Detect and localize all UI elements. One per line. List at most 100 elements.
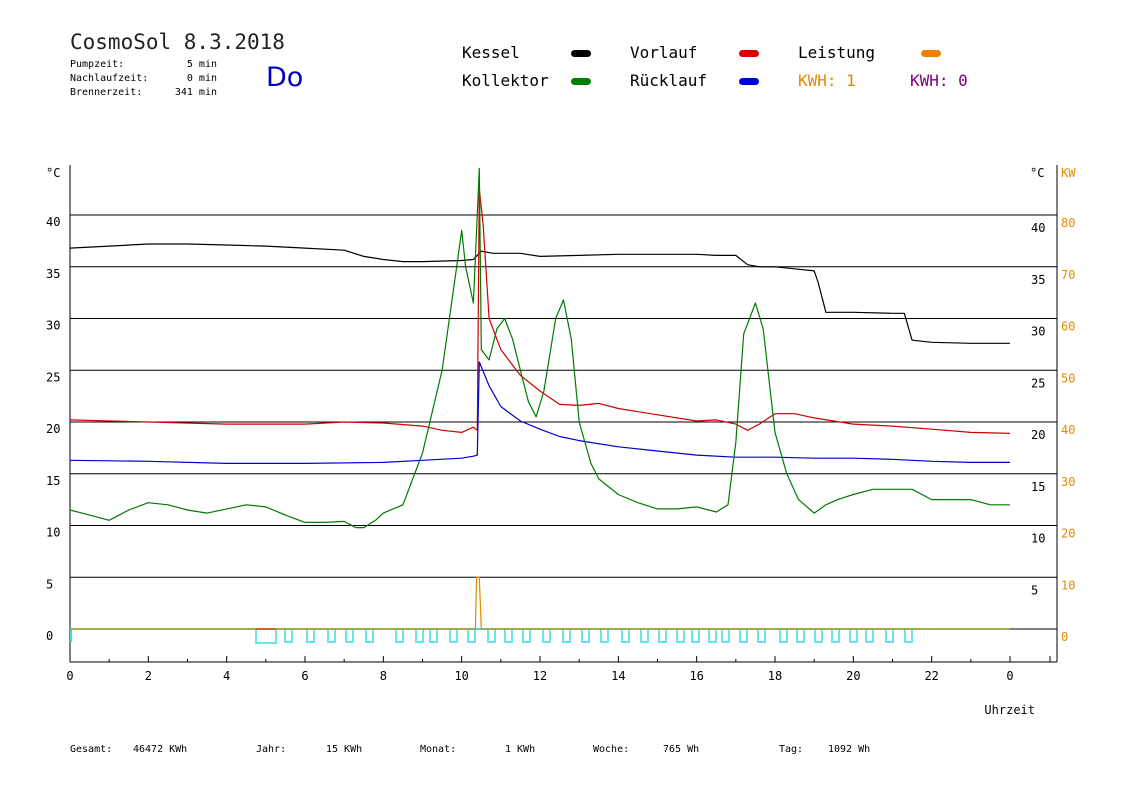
pump-state-pulse <box>365 628 374 643</box>
footer-tag-label: Tag: <box>779 744 804 755</box>
pump-state-pulse <box>581 628 590 643</box>
pump-state-pulse <box>487 628 496 643</box>
footer-gesamt-label: Gesamt: <box>70 744 113 755</box>
pump-state-pulse <box>467 628 476 643</box>
stat-nachlaufzeit-value: 0 min <box>186 73 217 84</box>
pump-state-pulse <box>739 628 748 643</box>
y-tick-label-right-power: 70 <box>1061 268 1075 282</box>
legend-kwh-1: KWH: 1 <box>798 71 856 90</box>
legend-kwh-0: KWH: 0 <box>910 71 968 90</box>
pump-state-pulse <box>904 628 913 643</box>
pump-state-pulse <box>814 628 823 643</box>
pump-state-pulse <box>345 628 354 643</box>
pump-state-pulse <box>621 628 630 643</box>
pump-state-pulse <box>640 628 649 643</box>
y-tick-label-left: 30 <box>46 319 60 333</box>
x-tick-label: 4 <box>223 669 230 683</box>
pump-state-pulse <box>522 628 531 643</box>
pump-state-pulse <box>429 628 438 643</box>
pump-state-pulse <box>449 628 458 643</box>
y-axis-unit-right-temp: °C <box>1030 166 1044 180</box>
pump-state-pulse <box>757 628 766 643</box>
y-tick-label-left: 35 <box>46 267 60 281</box>
x-tick-label: 2 <box>145 669 152 683</box>
y-tick-label-left: 25 <box>46 370 60 384</box>
x-tick-label: 22 <box>924 669 938 683</box>
pump-state-pulse <box>658 628 667 643</box>
pump-state-pulse <box>831 628 840 643</box>
footer-jahr-value: 15 KWh <box>326 744 363 755</box>
pump-state-pulse <box>306 628 315 643</box>
footer-woche-label: Woche: <box>593 744 630 755</box>
pump-state-pulse <box>865 628 874 643</box>
footer-gesamt-value: 46472 KWh <box>133 744 188 755</box>
legend-leistung-label: Leistung <box>798 43 876 62</box>
y-tick-label-left: 5 <box>46 577 53 591</box>
pump-state-pulse <box>721 628 730 643</box>
y-tick-label-right-temp: 35 <box>1031 273 1045 287</box>
pump-state-pulse <box>691 628 700 643</box>
pump-state-pulse <box>504 628 513 643</box>
y-tick-label-right-temp: 20 <box>1031 428 1045 442</box>
y-tick-label-right-temp: 30 <box>1031 325 1045 339</box>
legend-ruecklauf-swatch <box>739 78 759 85</box>
legend-ruecklauf-label: Rücklauf <box>630 71 708 90</box>
y-tick-label-right-power: 0 <box>1061 630 1068 644</box>
x-tick-label: 8 <box>380 669 387 683</box>
pump-state-pulse <box>708 628 717 643</box>
weekday-label: Do <box>266 62 304 93</box>
x-tick-label: 16 <box>689 669 703 683</box>
pump-state-pulse <box>395 628 404 643</box>
pump-state-pulse <box>676 628 685 643</box>
x-tick-label: 14 <box>611 669 625 683</box>
series-line-kollektor <box>69 167 1010 529</box>
legend-vorlauf-label: Vorlauf <box>630 43 698 62</box>
footer-tag-value: 1092 Wh <box>828 744 871 755</box>
y-tick-label-right-temp: 40 <box>1031 221 1045 235</box>
y-tick-label-left: 0 <box>46 629 53 643</box>
y-tick-label-left: 15 <box>46 474 60 488</box>
series-line-vorlauf <box>69 188 1011 434</box>
y-tick-label-right-power: 10 <box>1061 578 1075 592</box>
pump-state-pulse <box>796 628 805 643</box>
y-tick-label-right-power: 40 <box>1061 423 1075 437</box>
legend-kollektor-label: Kollektor <box>462 71 549 90</box>
y-tick-label-right-temp: 10 <box>1031 532 1045 546</box>
page-title: CosmoSol 8.3.2018 <box>70 30 285 54</box>
y-tick-label-left: 20 <box>46 422 60 436</box>
x-axis-label: Uhrzeit <box>984 703 1035 717</box>
x-tick-label: 12 <box>533 669 547 683</box>
y-tick-label-right-power: 50 <box>1061 371 1075 385</box>
x-tick-label: 6 <box>301 669 308 683</box>
pump-state-pulse <box>779 628 788 643</box>
y-axis-unit-right-power: KW <box>1061 166 1076 180</box>
pump-state-pulse <box>885 628 894 643</box>
y-tick-label-right-power: 80 <box>1061 216 1075 230</box>
pump-state-pulse <box>600 628 609 643</box>
y-tick-label-left: 40 <box>46 215 60 229</box>
stat-pumpzeit-value: 5 min <box>186 59 217 70</box>
pump-state-pulse <box>562 628 571 643</box>
stat-brennerzeit-value: 341 min <box>174 87 217 98</box>
legend-vorlauf-swatch <box>739 50 759 57</box>
pump-state-block <box>255 628 277 644</box>
y-tick-label-right-temp: 5 <box>1031 583 1038 597</box>
series-line-leistung <box>70 576 1010 630</box>
x-tick-label: 10 <box>454 669 468 683</box>
stat-brennerzeit-label: Brennerzeit: <box>70 87 143 98</box>
y-tick-label-right-power: 30 <box>1061 475 1075 489</box>
x-tick-label: 0 <box>1006 669 1013 683</box>
pump-state-pulse <box>284 628 293 643</box>
y-tick-label-right-temp: 25 <box>1031 376 1045 390</box>
stat-pumpzeit-label: Pumpzeit: <box>70 59 125 70</box>
y-tick-label-right-power: 20 <box>1061 527 1075 541</box>
pump-state-pulse <box>849 628 858 643</box>
y-axis-unit-left: °C <box>46 166 60 180</box>
footer-jahr-label: Jahr: <box>256 744 287 755</box>
x-tick-label: 20 <box>846 669 860 683</box>
y-tick-label-left: 10 <box>46 526 60 540</box>
x-tick-label: 0 <box>66 669 73 683</box>
footer-monat-value: 1 KWh <box>505 744 536 755</box>
x-tick-label: 18 <box>768 669 782 683</box>
